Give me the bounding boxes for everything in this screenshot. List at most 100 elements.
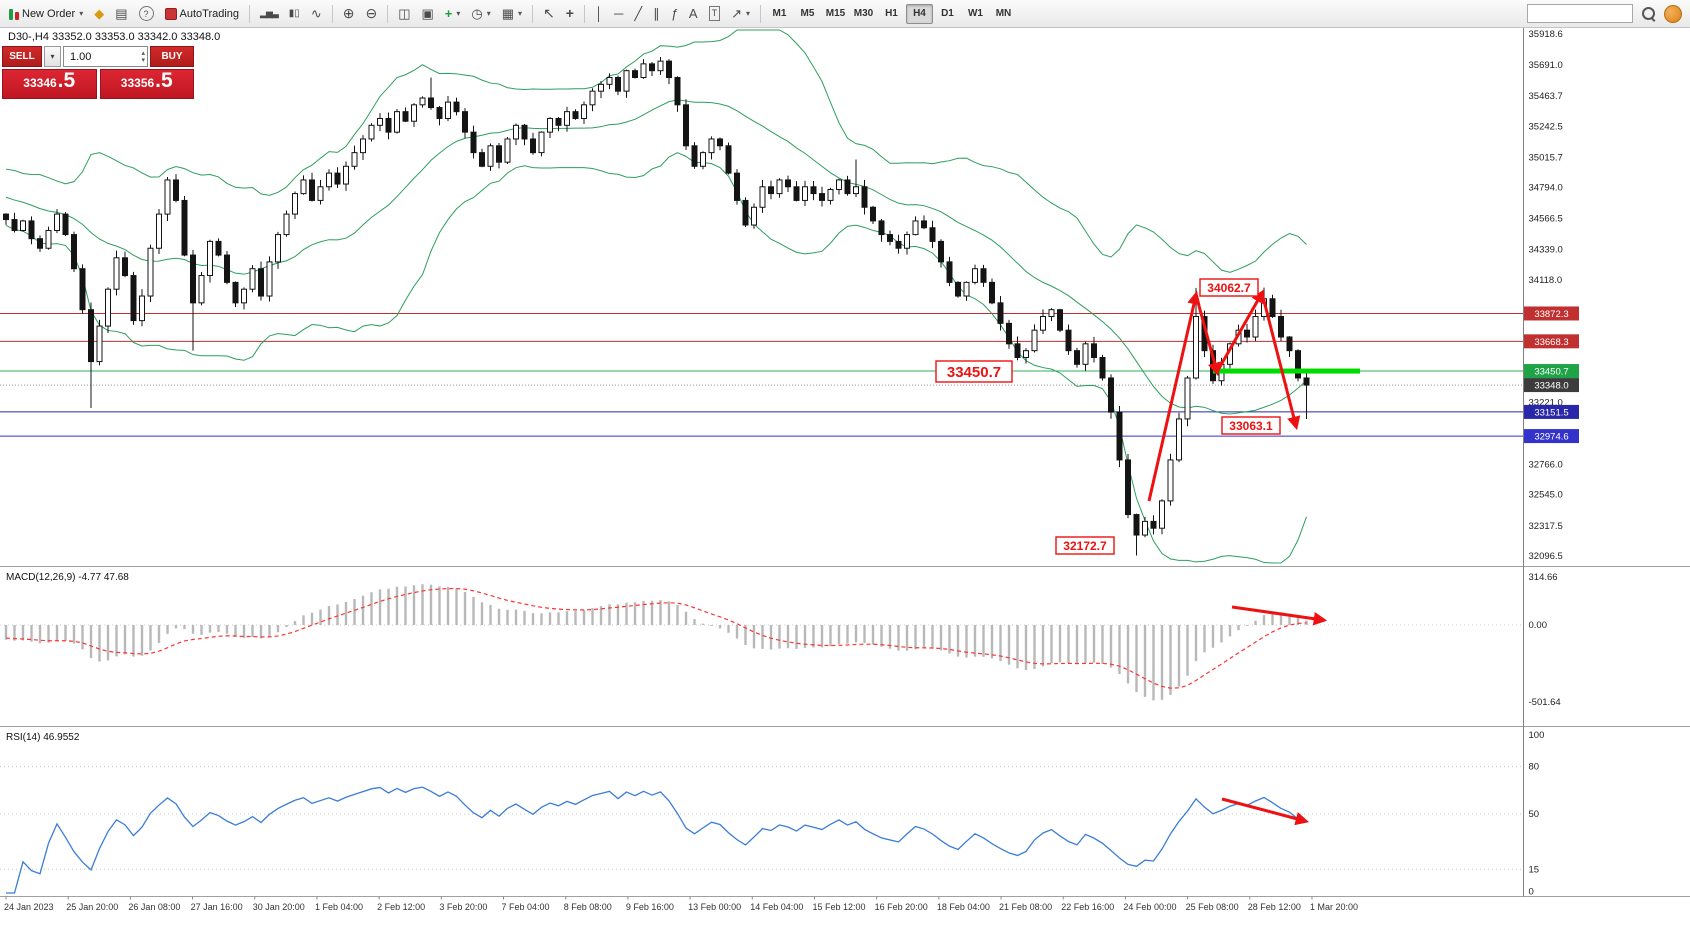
- trend-arrow[interactable]: [1147, 290, 1201, 502]
- svg-text:-501.64: -501.64: [1529, 697, 1561, 708]
- svg-text:80: 80: [1529, 762, 1540, 773]
- line-chart-button[interactable]: ∿: [306, 3, 327, 25]
- cascade-windows-button[interactable]: ▣: [416, 3, 438, 25]
- svg-text:35242.5: 35242.5: [1529, 121, 1563, 132]
- arrows-tool-icon: ↗: [731, 6, 742, 21]
- svg-text:314.66: 314.66: [1529, 572, 1558, 583]
- channel-icon: ∥: [653, 6, 660, 21]
- svg-text:34339.0: 34339.0: [1529, 245, 1563, 256]
- cascade-windows-icon: ▣: [421, 6, 434, 21]
- svg-text:35691.0: 35691.0: [1529, 60, 1563, 71]
- sell-price-button[interactable]: 33346.5: [2, 69, 97, 99]
- chart-annotations[interactable]: 34062.7 33450.7 33063.1 32172.7: [935, 278, 1328, 826]
- price-callout-text: 33450.7: [947, 364, 1001, 381]
- svg-text:15: 15: [1529, 864, 1540, 875]
- green-level-segment[interactable]: [1213, 368, 1360, 374]
- volume-field[interactable]: 1.00 ▴ ▾: [63, 46, 148, 67]
- text-tool-button[interactable]: A: [684, 3, 703, 25]
- chevron-down-icon: ▾: [486, 9, 491, 18]
- svg-text:3 Feb 20:00: 3 Feb 20:00: [439, 902, 487, 912]
- stepper-up-icon[interactable]: ▴: [141, 49, 145, 57]
- timeframe-h1-button[interactable]: H1: [878, 4, 905, 24]
- svg-text:1 Mar 20:00: 1 Mar 20:00: [1310, 902, 1358, 912]
- search-button[interactable]: [1639, 3, 1658, 25]
- trend-arrow[interactable]: [1221, 797, 1310, 826]
- svg-text:2 Feb 12:00: 2 Feb 12:00: [377, 902, 425, 912]
- bar-chart-button[interactable]: ▂▅▃: [255, 3, 283, 25]
- label-tool-button[interactable]: T: [704, 3, 726, 25]
- main-toolbar: New Order ▾ ◆ ▤ ? AutoTrading ▂▅▃ ▮▯ ∿ ⊕…: [0, 0, 1690, 28]
- fibonacci-button[interactable]: ƒ: [666, 3, 683, 25]
- zoom-out-button[interactable]: ⊖: [360, 3, 382, 25]
- svg-text:28 Feb 12:00: 28 Feb 12:00: [1248, 902, 1301, 912]
- toolbar-right-tools: [1527, 3, 1686, 25]
- community-icon[interactable]: [1664, 4, 1682, 23]
- price-callout-box[interactable]: [935, 360, 1013, 383]
- search-input[interactable]: [1527, 4, 1633, 23]
- timeframe-m15-button[interactable]: M15: [822, 4, 849, 24]
- trendline-button[interactable]: ╱: [629, 3, 647, 25]
- cursor-button[interactable]: ↖: [538, 3, 560, 25]
- timeframe-w1-button[interactable]: W1: [962, 4, 989, 24]
- arrows-tool-button[interactable]: ↗ ▾: [726, 3, 755, 25]
- channel-button[interactable]: ∥: [648, 3, 665, 25]
- print-button[interactable]: ▤: [110, 3, 132, 25]
- trend-arrow[interactable]: [1231, 605, 1328, 626]
- help-button[interactable]: ?: [134, 3, 159, 25]
- zoom-in-button[interactable]: ⊕: [338, 3, 360, 25]
- metaeditor-icon: ◆: [94, 6, 105, 21]
- sell-button[interactable]: SELL: [2, 46, 42, 67]
- svg-text:33450.7: 33450.7: [1534, 367, 1568, 378]
- tile-windows-button[interactable]: ◫: [393, 3, 415, 25]
- timeframe-mn-button[interactable]: MN: [990, 4, 1017, 24]
- bollinger-bands: [5, 29, 1307, 564]
- chevron-down-icon: ▾: [456, 9, 461, 18]
- svg-text:32317.5: 32317.5: [1529, 521, 1563, 532]
- sell-price-prefix: 33346: [23, 76, 57, 90]
- metaeditor-button[interactable]: ◆: [89, 3, 109, 25]
- crosshair-button[interactable]: +: [561, 3, 579, 25]
- vertical-line-button[interactable]: │: [590, 3, 608, 25]
- stepper-down-icon[interactable]: ▾: [141, 56, 145, 64]
- timeframe-m5-button[interactable]: M5: [794, 4, 821, 24]
- svg-text:34794.0: 34794.0: [1529, 183, 1563, 194]
- horizontal-line-button[interactable]: ─: [609, 3, 628, 25]
- timeframe-d1-button[interactable]: D1: [934, 4, 961, 24]
- new-order-button[interactable]: New Order ▾: [4, 3, 88, 25]
- order-type-dropdown[interactable]: ▾: [44, 46, 61, 67]
- buy-button[interactable]: BUY: [150, 46, 194, 67]
- price-callout-box[interactable]: [1221, 416, 1281, 435]
- price-callout-box[interactable]: [1055, 536, 1115, 555]
- indicators-button[interactable]: + ▾: [440, 3, 466, 25]
- zoom-in-icon: ⊕: [342, 5, 355, 21]
- volume-value: 1.00: [70, 50, 92, 63]
- text-tool-icon: A: [688, 6, 698, 21]
- buy-price-button[interactable]: 33356.5: [99, 69, 194, 99]
- template-icon: ▦: [501, 6, 515, 21]
- price-callout-box[interactable]: [1199, 278, 1259, 297]
- svg-text:24 Feb 00:00: 24 Feb 00:00: [1123, 902, 1176, 912]
- trend-arrow[interactable]: [1260, 292, 1301, 431]
- svg-text:100: 100: [1529, 730, 1545, 741]
- volume-stepper[interactable]: ▴ ▾: [141, 50, 145, 64]
- toolbar-separator: [387, 4, 389, 23]
- one-click-trading-panel: SELL ▾ 1.00 ▴ ▾ BUY 33346.5 33356.5: [2, 46, 194, 99]
- trend-arrow[interactable]: [1215, 289, 1265, 373]
- label-tool-icon: T: [708, 6, 721, 21]
- svg-text:32096.5: 32096.5: [1529, 551, 1563, 562]
- candlestick-chart-button[interactable]: ▮▯: [284, 3, 305, 25]
- svg-text:8 Feb 08:00: 8 Feb 08:00: [564, 902, 612, 912]
- templates-button[interactable]: ▦ ▾: [497, 3, 527, 25]
- autotrading-button[interactable]: AutoTrading: [160, 3, 245, 25]
- timeframe-h4-button[interactable]: H4: [905, 3, 933, 24]
- timeframe-m30-button[interactable]: M30: [850, 4, 877, 24]
- timeframe-m1-button[interactable]: M1: [766, 4, 793, 24]
- autotrading-icon: [164, 7, 177, 20]
- line-chart-icon: ∿: [310, 6, 322, 21]
- chart-ohlc-header: D30-,H4 33352.0 33353.0 33342.0 33348.0: [8, 31, 221, 43]
- trend-arrow[interactable]: [1194, 294, 1222, 377]
- periods-button[interactable]: ◷ ▾: [466, 3, 495, 25]
- buy-price-prefix: 33356: [120, 76, 155, 90]
- toolbar-separator: [249, 4, 251, 23]
